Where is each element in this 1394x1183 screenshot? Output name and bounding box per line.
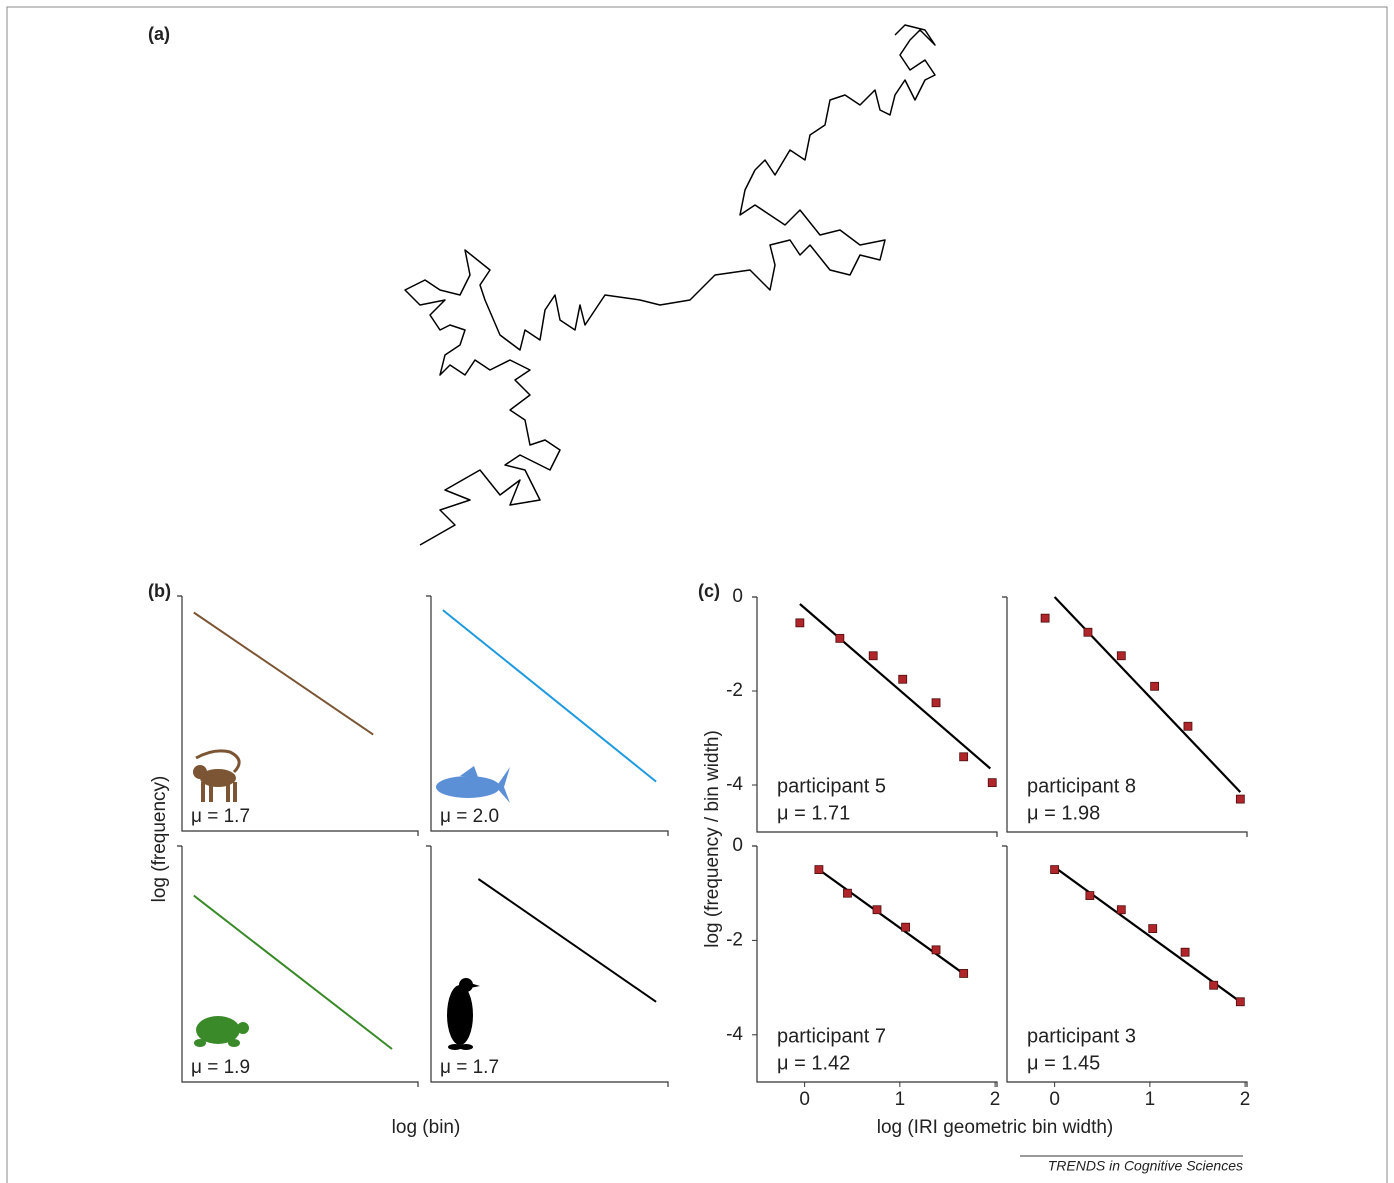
point xyxy=(931,945,941,955)
point xyxy=(1150,681,1160,691)
annotation: μ = 1.98 xyxy=(1027,802,1100,824)
point xyxy=(931,698,941,708)
point xyxy=(1040,613,1050,623)
axis-line xyxy=(426,595,669,836)
y-axis-label: log (frequency / bin width) xyxy=(702,730,723,948)
y-tick-label: -2 xyxy=(726,680,743,701)
annotation: μ = 2.0 xyxy=(440,806,499,827)
turtle-icon xyxy=(194,1016,249,1047)
axis-line xyxy=(1002,596,1248,837)
point xyxy=(814,865,824,874)
point xyxy=(1116,905,1126,915)
point xyxy=(1209,980,1219,990)
annotation: μ = 1.71 xyxy=(777,802,850,824)
annotation: μ = 1.7 xyxy=(440,1057,499,1078)
annotation: μ = 1.45 xyxy=(1027,1052,1100,1074)
fit-line xyxy=(818,868,968,977)
y-tick-label: -2 xyxy=(726,929,743,950)
axis-line xyxy=(177,845,419,1087)
fish-icon xyxy=(436,766,510,803)
fit-line xyxy=(193,894,393,1050)
y-tick-label: -4 xyxy=(726,1024,743,1045)
point xyxy=(1148,924,1158,933)
fit-line xyxy=(1053,596,1242,793)
point xyxy=(835,633,845,643)
point xyxy=(1183,721,1193,731)
point xyxy=(1050,865,1060,874)
point xyxy=(987,778,997,788)
fit-line xyxy=(442,609,657,783)
axis-line xyxy=(752,845,998,1087)
y-tick-label: -4 xyxy=(726,774,743,795)
point xyxy=(868,651,878,661)
fit-line xyxy=(1053,866,1241,1003)
axis-line xyxy=(177,595,419,836)
point xyxy=(901,922,910,932)
point xyxy=(1235,997,1245,1007)
point xyxy=(1085,891,1095,900)
walk-path xyxy=(404,24,936,546)
fit-line xyxy=(477,878,657,1003)
axis-line xyxy=(752,596,998,837)
source: TRENDS in Cognitive Sciences xyxy=(1048,1158,1243,1174)
annotation: participant 5 xyxy=(777,775,886,797)
point xyxy=(1235,794,1245,804)
figure-frame xyxy=(6,6,1388,1183)
penguin-icon xyxy=(447,978,480,1050)
annotation: participant 3 xyxy=(1027,1025,1136,1047)
panel-label: (c) xyxy=(698,581,720,601)
monkey-icon xyxy=(193,749,241,802)
point xyxy=(959,752,969,762)
x-axis-label: log (IRI geometric bin width) xyxy=(877,1117,1114,1138)
x-axis-label: log (bin) xyxy=(392,1117,461,1138)
point xyxy=(1083,627,1093,637)
fit-line xyxy=(799,603,992,770)
axis-line xyxy=(1002,845,1248,1087)
point xyxy=(959,969,969,978)
y-tick-label: 0 xyxy=(732,586,743,607)
x-tick-label: 2 xyxy=(1240,1089,1251,1110)
annotation: μ = 1.7 xyxy=(191,806,250,827)
point xyxy=(872,905,882,915)
fit-line xyxy=(193,611,374,736)
x-tick-label: 1 xyxy=(895,1089,906,1110)
panel-label: (a) xyxy=(148,24,170,44)
x-tick-label: 2 xyxy=(990,1089,1001,1110)
y-tick-label: 0 xyxy=(732,835,743,856)
point xyxy=(843,888,852,898)
x-tick-label: 0 xyxy=(799,1089,810,1110)
annotation: participant 7 xyxy=(777,1025,886,1047)
panel-label: (b) xyxy=(148,581,171,601)
point xyxy=(1180,947,1190,957)
x-tick-label: 1 xyxy=(1145,1089,1156,1110)
annotation: μ = 1.9 xyxy=(191,1057,250,1078)
point xyxy=(898,674,908,684)
annotation: participant 8 xyxy=(1027,775,1136,797)
point xyxy=(795,618,805,628)
x-tick-label: 0 xyxy=(1049,1089,1060,1110)
axis-line xyxy=(426,845,669,1087)
point xyxy=(1116,651,1126,661)
annotation: μ = 1.42 xyxy=(777,1052,850,1074)
y-axis-label: log (frequency) xyxy=(149,776,170,903)
